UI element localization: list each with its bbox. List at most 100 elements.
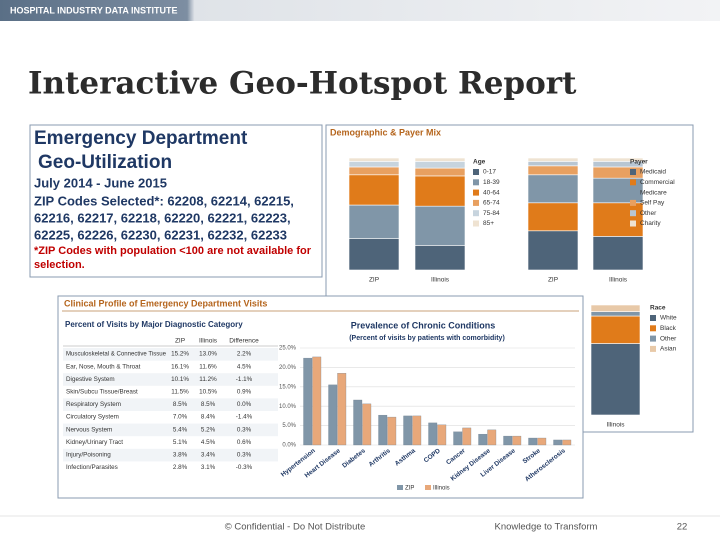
table-cell: 3.4% [201,451,216,458]
legend-swatch [650,345,656,352]
column-header: Illinois [199,338,218,345]
legend-label: Other [640,210,657,217]
panel-title: Demographic & Payer Mix [330,127,441,137]
bar [378,414,388,446]
legend-label: Black [660,325,677,332]
bar-segment [414,245,466,271]
legend-swatch [630,179,636,186]
legend-title: Payer [630,159,648,166]
bar [562,439,572,446]
bar [528,437,538,446]
bar-segment [592,202,644,237]
table-cell: 0.3% [237,426,252,433]
legend-swatch [650,315,656,321]
bar [303,357,313,446]
footer-confidential: © Confidential - Do Not Distribute [225,522,366,533]
bar-segment [348,174,400,206]
bar [478,433,488,446]
bar-segment [527,161,579,167]
legend-swatch [630,220,636,227]
table-cell: 5.2% [201,426,216,433]
legend-title: Race [650,305,666,312]
table-cell: 15.2% [171,351,189,358]
row-label: Infection/Parasites [66,464,118,471]
brand: HOSPITAL INDUSTRY DATA INSTITUTE [10,5,178,15]
info-line: 62216, 62217, 62218, 62220, 62221, 62223… [34,210,291,225]
category-label: Illinois [609,277,628,284]
y-tick-label: 25.0% [279,346,297,352]
y-tick-label: 10.0% [279,404,297,410]
bar-segment [590,311,641,317]
bar-segment [590,343,641,416]
row-label: Nervous System [66,426,112,433]
legend-swatch [473,189,479,196]
chart-subtitle: (Percent of visits by patients with como… [349,335,505,342]
slide-title: Interactive Geo-Hotspot Report [28,66,577,102]
table-row-bg [63,423,278,437]
bar [487,429,497,446]
row-label: Ear, Nose, Mouth & Throat [66,363,141,370]
legend-swatch [630,199,636,206]
bar [503,435,513,446]
table-cell: 11.2% [199,376,217,383]
row-label: Digestive System [66,376,115,383]
bar-segment [348,161,400,168]
category-label: ZIP [369,277,379,284]
info-line: ZIP Codes Selected*: 62208, 62214, 62215… [34,193,294,208]
legend-swatch [630,210,636,217]
row-label: Circulatory System [66,414,119,421]
table-cell: -1.4% [236,414,253,421]
y-tick-label: 0.0% [282,443,296,449]
legend-title: Age [473,159,486,166]
legend-swatch [650,325,656,332]
legend-label: 85+ [483,220,494,227]
bar-segment [527,165,579,176]
table-cell: 2.8% [173,464,188,471]
bar-segment [527,157,579,162]
table-cell: 0.6% [237,439,252,446]
y-tick-label: 15.0% [279,384,297,390]
table-cell: 0.0% [237,401,252,408]
y-tick-label: 20.0% [279,365,297,371]
bar-segment [527,202,579,232]
column-header: ZIP [175,338,185,345]
bar [353,399,363,446]
legend-label: Medicaid [640,169,666,176]
legend-label: Other [660,335,677,342]
legend-label: Charity [640,220,661,227]
legend-swatch [473,199,479,206]
table-cell: 8.5% [201,401,216,408]
table-cell: 3.8% [173,451,188,458]
clinical-content: Prevalence of Chronic Conditions (Percent… [63,320,575,492]
table-cell: 4.5% [237,363,252,370]
table-cell: 10.1% [171,376,189,383]
row-label: Skin/Subcu Tissue/Breast [66,388,138,395]
bar [337,373,347,446]
bar [512,435,522,446]
row-label: Kidney/Urinary Tract [66,439,123,446]
bar-segment [527,230,579,271]
legend-label: Asian [660,346,677,353]
table-cell: -1.1% [236,376,253,383]
legend-label: 18-39 [483,179,500,186]
table-title: Percent of Visits by Major Diagnostic Ca… [65,320,243,329]
legend-swatch [650,335,656,342]
row-label: Respiratory System [66,401,121,408]
legend-swatch [425,485,431,490]
footer-tagline: Knowledge to Transform [495,522,598,533]
bar [403,415,413,446]
legend-label: Medicare [640,189,667,196]
legend-label: Commercial [640,179,675,186]
bar [328,384,338,446]
bar [387,416,397,446]
bar-segment [414,161,466,169]
table-cell: 8.4% [201,414,216,421]
info-line: July 2014 - June 2015 [34,175,167,190]
table-cell: 2.2% [237,351,252,358]
table-cell: 5.1% [173,439,188,446]
info-line: 62225, 62226, 62230, 62231, 62232, 62233 [34,227,287,242]
bar-segment [527,174,579,204]
bar-segment [592,236,644,271]
legend-swatch [473,179,479,186]
